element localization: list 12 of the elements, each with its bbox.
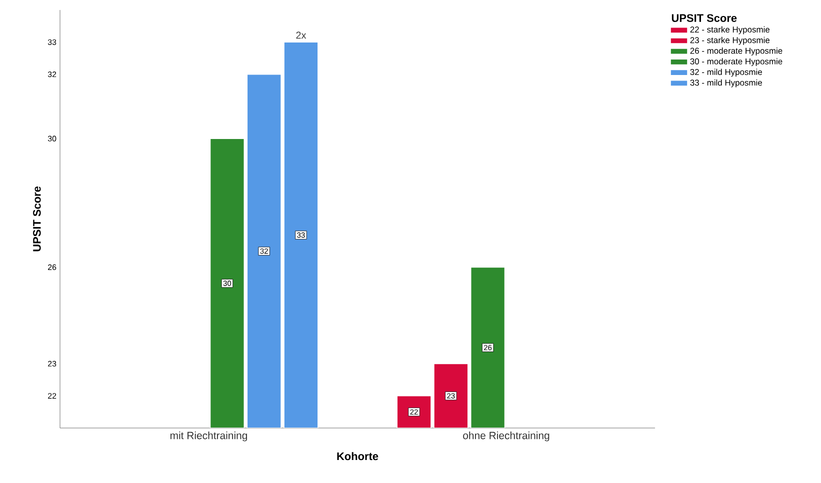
annotation: 2x [296,32,306,39]
x-tick-label: ohne Riechtraining [463,432,550,442]
legend-label: 23 - starke Hyposmie [690,36,770,45]
legend-label: 30 - moderate Hyposmie [690,58,782,66]
legend-label: 26 - moderate Hyposmie [690,48,782,56]
legend-label: 32 - mild Hyposmie [690,68,762,77]
x-tick-label: mit Riechtraining [170,432,248,442]
legend-label: 33 - mild Hyposmie [690,79,762,88]
x-axis-title: Kohorte [337,452,378,460]
y-axis-title: UPSIT Score [33,186,41,252]
legend-title: UPSIT Score [672,14,737,22]
legend-label: 22 - starke Hyposmie [690,26,770,34]
